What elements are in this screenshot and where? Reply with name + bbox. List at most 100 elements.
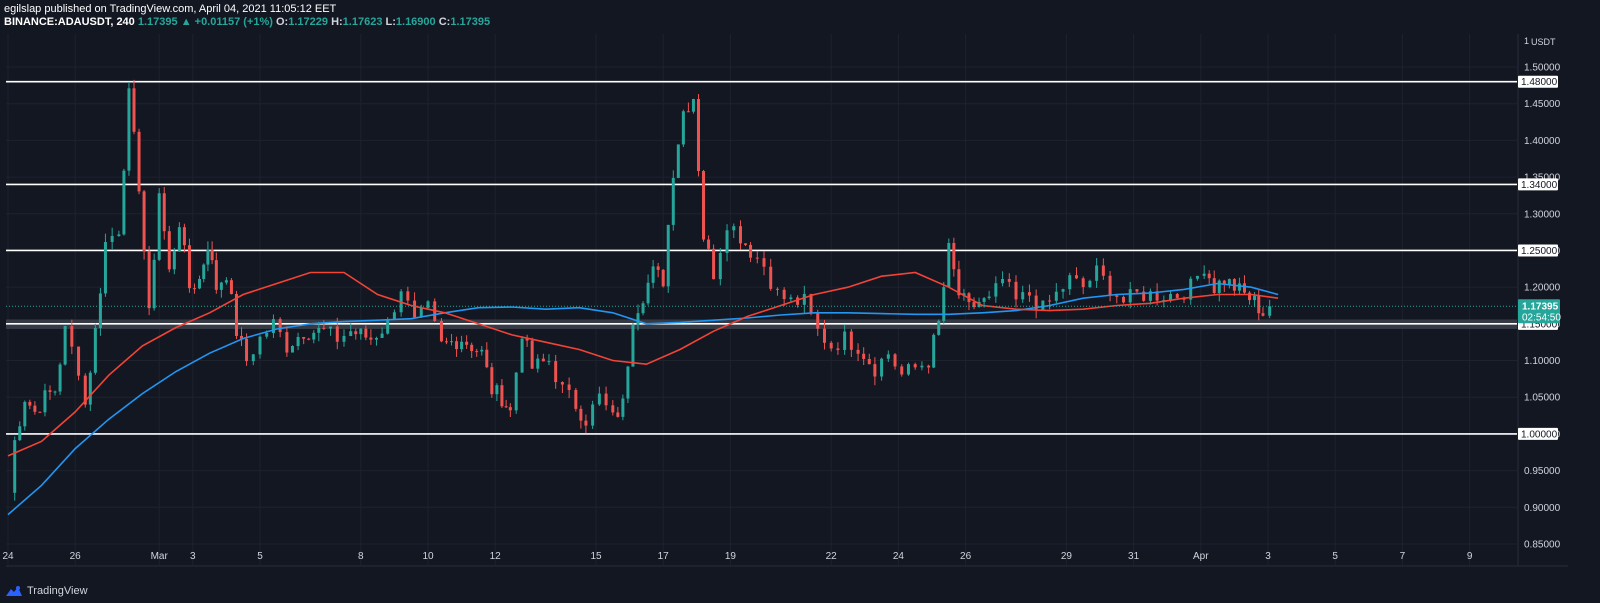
candle-body — [626, 366, 630, 399]
candle-body — [676, 144, 680, 178]
candle-body — [419, 307, 423, 318]
candle-body — [1253, 295, 1257, 301]
candle-body — [1014, 281, 1018, 300]
candle-body — [444, 341, 448, 343]
candle-body — [43, 390, 47, 413]
candle-body — [187, 245, 191, 289]
candle-body — [567, 384, 571, 390]
candle-body — [732, 226, 736, 231]
candle-body — [470, 344, 474, 352]
candle-body — [1212, 278, 1216, 293]
x-tick-label: 3 — [1265, 551, 1271, 562]
y-tick-label: 1 — [1524, 36, 1529, 46]
candle-body — [1061, 289, 1065, 292]
symbol-ohlc-line: BINANCE:ADAUSDT, 240 1.17395 ▲ +0.01157 … — [4, 16, 490, 29]
candle-body — [802, 293, 806, 305]
candle-body — [1248, 292, 1252, 301]
candle-body — [245, 338, 249, 362]
candle-body — [987, 296, 991, 299]
y-tick-label: 1.30000 — [1524, 209, 1561, 220]
candle-body — [762, 258, 766, 267]
level-label: 1.48000 — [1521, 77, 1558, 88]
candle-body — [822, 328, 826, 343]
candle-body — [342, 335, 346, 342]
ma-red-line — [7, 271, 1279, 457]
level-tag — [1518, 244, 1558, 257]
x-tick-label: 26 — [70, 551, 82, 562]
candle-body — [322, 327, 326, 329]
y-tick-label: 0.95000 — [1524, 466, 1561, 477]
candle-body — [28, 401, 32, 406]
last-price-header: 1.17395 — [137, 16, 178, 28]
y-tick-label: 1.40000 — [1524, 136, 1561, 147]
price-change: +0.01157 (+1%) — [194, 16, 273, 28]
x-tick-label: 24 — [893, 551, 905, 562]
candle-body — [152, 259, 156, 309]
candle-body — [1027, 292, 1031, 296]
candle-body — [867, 358, 871, 365]
candle-body — [38, 411, 42, 413]
candle-body — [265, 332, 269, 337]
candle-body — [906, 364, 910, 375]
candle-body — [1227, 279, 1231, 285]
x-tick-label: 9 — [1467, 551, 1473, 562]
currency-label: USDT — [1531, 37, 1556, 47]
candle-body — [349, 331, 353, 336]
candle-body — [1202, 273, 1206, 276]
candle-body — [1074, 275, 1078, 279]
candle-body — [380, 333, 384, 338]
candle-body — [1237, 283, 1241, 291]
candle-body — [490, 367, 494, 395]
candle-body — [1135, 289, 1139, 292]
candle-body — [13, 440, 17, 493]
candle-body — [707, 239, 711, 249]
level-label: 1.34000 — [1521, 180, 1558, 191]
low-label: L: — [385, 16, 396, 28]
candle-body — [651, 266, 655, 283]
price-chart[interactable]: 0.85000 0.90000 0.95000 1.00000 1.05000 1.100… — [0, 0, 1600, 580]
candle-body — [982, 298, 986, 302]
candle-body — [137, 131, 141, 192]
x-tick-label: 17 — [658, 551, 670, 562]
candle-body — [1169, 293, 1173, 300]
candle-body — [157, 193, 161, 260]
candle-body — [290, 346, 294, 353]
candle-body — [210, 249, 214, 261]
candle-body — [616, 412, 620, 417]
low-value: 1.16900 — [395, 16, 436, 28]
x-tick-label: 24 — [2, 551, 14, 562]
candle-body — [829, 342, 833, 349]
candle-body — [1048, 300, 1052, 302]
candle-body — [1088, 280, 1092, 288]
close-label: C: — [438, 16, 451, 28]
x-tick-label: Mar — [151, 551, 169, 562]
candle-body — [1101, 265, 1105, 276]
candle-body — [354, 331, 358, 335]
candle-body — [495, 385, 499, 395]
candle-body — [656, 266, 660, 270]
candle-body — [1034, 295, 1038, 310]
candle-body — [70, 326, 74, 347]
candle-body — [646, 282, 650, 304]
symbol-label[interactable]: BINANCE:ADAUSDT, 240 — [4, 16, 135, 28]
level-tag — [1518, 178, 1558, 191]
candle-body — [63, 326, 67, 365]
x-tick-label: 31 — [1128, 551, 1140, 562]
candle-body — [485, 349, 489, 368]
candle-body — [744, 243, 748, 245]
tradingview-branding[interactable]: TradingView — [5, 584, 88, 598]
candle-body — [214, 260, 218, 290]
candle-body — [554, 361, 558, 383]
candle-body — [296, 336, 300, 347]
candle-body — [335, 326, 339, 342]
candle-body — [198, 278, 202, 289]
candle-body — [1257, 295, 1261, 314]
candle-body — [88, 372, 92, 405]
candle-body — [1115, 295, 1119, 297]
plot-area[interactable] — [6, 34, 1517, 566]
candle-body — [103, 242, 107, 294]
tradingview-logo-icon — [6, 586, 22, 596]
candle-body — [455, 341, 459, 350]
candle-body — [475, 351, 479, 353]
candle-body — [364, 328, 368, 338]
